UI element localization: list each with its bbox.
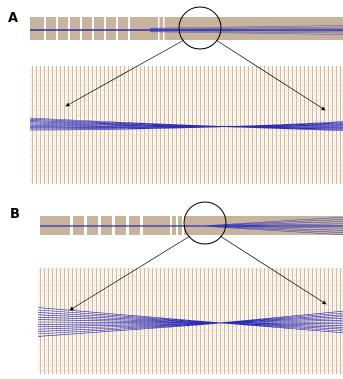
- gap: [158, 17, 160, 40]
- gap: [56, 17, 58, 40]
- panel-label: A: [8, 11, 18, 26]
- panel-label: B: [10, 207, 20, 222]
- gap: [92, 17, 94, 40]
- gap: [80, 17, 82, 40]
- gap: [44, 17, 46, 40]
- gap: [128, 17, 130, 40]
- gap: [68, 17, 70, 40]
- gap: [116, 17, 118, 40]
- figure: A B: [0, 0, 343, 379]
- gap: [104, 17, 106, 40]
- strip: [40, 216, 343, 235]
- strip: [30, 17, 343, 40]
